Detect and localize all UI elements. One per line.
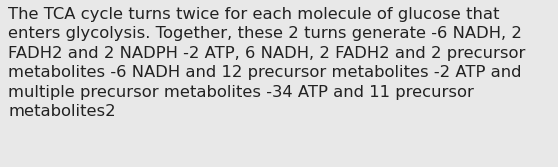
- Text: The TCA cycle turns twice for each molecule of glucose that
enters glycolysis. T: The TCA cycle turns twice for each molec…: [8, 7, 526, 119]
